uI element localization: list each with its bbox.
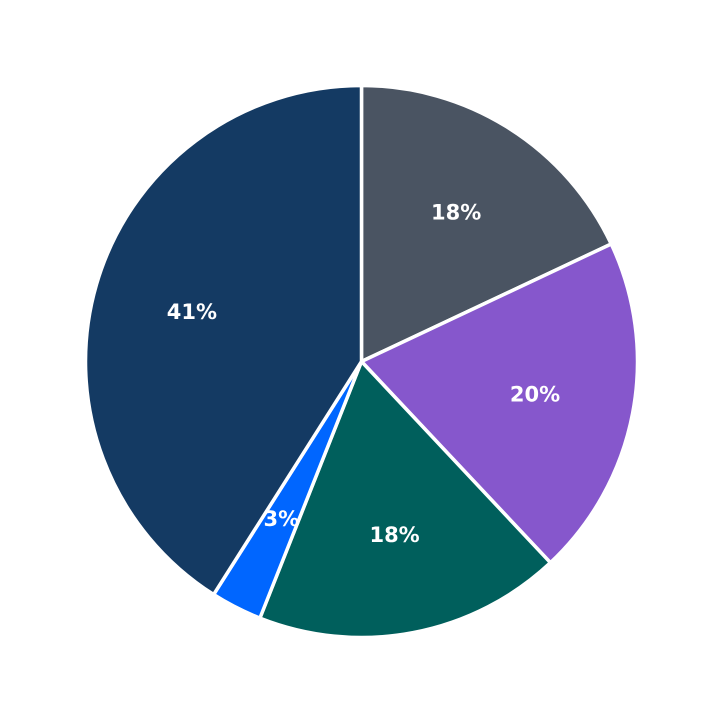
pie-slice-label-4: 3% [263,507,299,531]
pie-slices [83,83,640,640]
pie-labels: 18% 20% 18% 3% 41% [167,200,560,547]
pie-slice-3 [258,359,553,640]
pie-slice-label-5: 41% [167,300,217,324]
pie-slice-2 [359,242,640,565]
pie-slice-label-1: 18% [431,200,481,224]
pie-slice-label-3: 18% [369,523,419,547]
pie-slice-1 [359,83,613,364]
pie-slice-label-2: 20% [510,383,560,407]
pie-slice-5 [83,83,364,597]
